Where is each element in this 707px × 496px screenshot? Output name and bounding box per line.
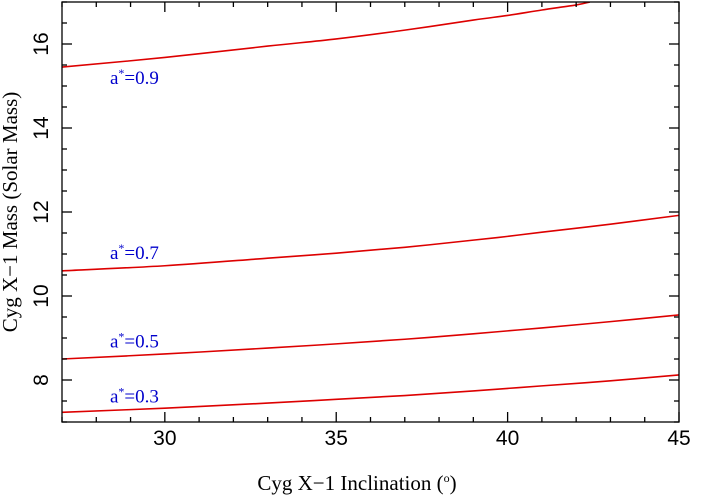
series-line-2 bbox=[62, 314, 679, 360]
y-tick-label: 14 bbox=[30, 116, 53, 140]
y-tick-label: 12 bbox=[30, 200, 53, 223]
y-tick-label: 10 bbox=[30, 284, 53, 307]
series-line-0 bbox=[62, 2, 591, 68]
series-line-1 bbox=[62, 214, 679, 272]
series-label-1: a*=0.7 bbox=[110, 241, 159, 264]
series-label-3: a*=0.3 bbox=[110, 384, 159, 407]
y-tick-label: 8 bbox=[30, 374, 53, 386]
tick-layer: 30 35 40 45 8 10 12 14 16 bbox=[30, 1, 691, 450]
plot-frame bbox=[61, 1, 680, 423]
series-layer bbox=[62, 2, 679, 414]
x-tick-label: 35 bbox=[325, 427, 348, 450]
series-label-2: a*=0.5 bbox=[110, 330, 159, 353]
x-tick-label: 45 bbox=[667, 427, 690, 450]
series-label-0: a*=0.9 bbox=[110, 66, 159, 89]
series-line-3 bbox=[62, 374, 679, 414]
x-axis-title: Cyg X−1 Inclination (o) bbox=[257, 471, 456, 495]
x-tick-label: 30 bbox=[153, 427, 176, 450]
label-layer: a*=0.9 a*=0.7 a*=0.5 a*=0.3 bbox=[110, 66, 159, 407]
x-tick-label: 40 bbox=[496, 427, 519, 450]
y-tick-label: 16 bbox=[30, 32, 53, 55]
y-axis-title: Cyg X−1 Mass (Solar Mass) bbox=[0, 92, 22, 333]
